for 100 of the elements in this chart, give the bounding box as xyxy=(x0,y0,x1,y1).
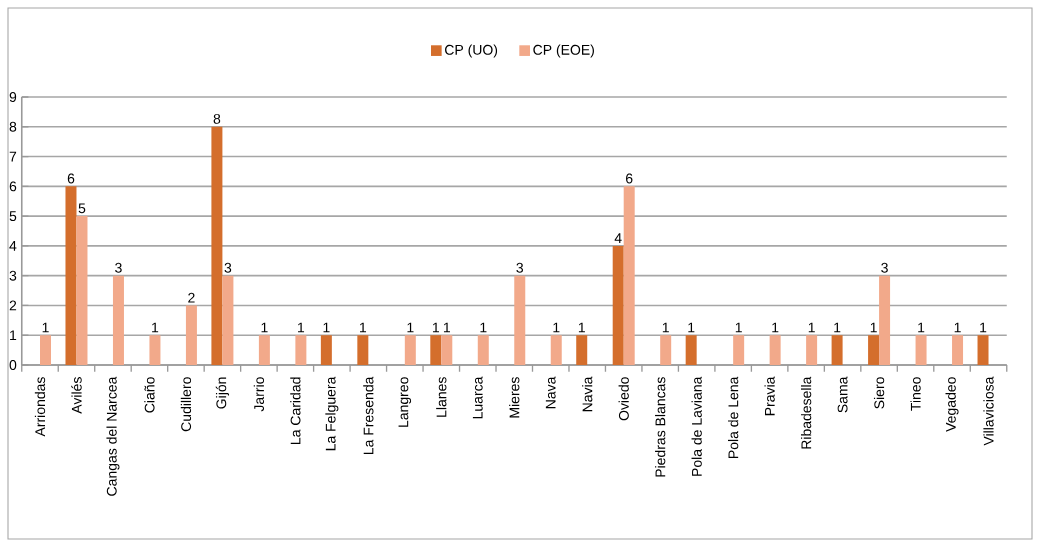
x-tick-label: Villaviciosa xyxy=(983,376,994,446)
bar xyxy=(612,245,624,365)
data-label: 1 xyxy=(480,322,487,333)
bar xyxy=(441,335,453,365)
data-label: 3 xyxy=(224,262,232,273)
bar xyxy=(660,335,672,365)
bar xyxy=(65,186,77,365)
data-label: 3 xyxy=(516,262,524,273)
data-label: 1 xyxy=(298,322,305,333)
data-label: 1 xyxy=(360,322,367,333)
bar xyxy=(769,335,781,365)
x-tick-label: Cudillero xyxy=(180,377,192,432)
bar xyxy=(879,275,891,365)
data-label: 6 xyxy=(626,173,633,184)
x-tick-label: Oviedo xyxy=(618,377,629,421)
bar xyxy=(952,335,964,365)
bar xyxy=(514,275,526,365)
x-tick-label: La Caridad xyxy=(290,377,301,444)
x-tick-label: Pola de Laviana xyxy=(691,376,702,476)
x-tick-label: Navia xyxy=(582,376,593,412)
bar xyxy=(868,335,880,365)
data-label: 6 xyxy=(67,173,75,184)
bar xyxy=(404,335,416,365)
bar xyxy=(40,335,51,365)
x-tick-label: Mieres xyxy=(509,377,520,418)
x-tick-label: Pola de Lena xyxy=(728,376,739,458)
y-tick-label: 9 xyxy=(9,92,17,102)
x-tick-label: Ciaño xyxy=(144,377,155,413)
x-tick-label: Arriondas xyxy=(34,377,46,437)
data-label: 1 xyxy=(870,322,877,333)
y-tick-label: 8 xyxy=(9,121,17,132)
x-tick-label: Nava xyxy=(545,376,556,409)
data-label: 3 xyxy=(881,262,888,273)
x-tick-label: Avilés xyxy=(71,377,82,414)
x-tick-label: Cangas del Narcea xyxy=(106,376,120,496)
data-label: 1 xyxy=(407,322,414,333)
data-label: 1 xyxy=(735,322,742,333)
y-tick-label: 3 xyxy=(9,270,17,281)
x-tick-label: Vegadeo xyxy=(945,377,959,432)
y-tick-label: 2 xyxy=(9,300,17,311)
data-label: 2 xyxy=(188,292,195,303)
bar xyxy=(977,335,989,365)
data-label: 4 xyxy=(614,233,622,243)
data-label: 1 xyxy=(918,322,925,333)
x-tick-label: Jarrio xyxy=(253,377,265,412)
bar xyxy=(831,335,843,365)
x-tick-label: Piedras Blancas xyxy=(655,377,666,477)
bar xyxy=(357,335,369,365)
data-label: 1 xyxy=(261,322,268,333)
bar xyxy=(430,335,442,365)
data-label: 8 xyxy=(213,113,221,124)
bar xyxy=(258,335,270,365)
data-label: 1 xyxy=(688,322,695,333)
x-tick-label: Llanes xyxy=(436,377,447,417)
data-label: 1 xyxy=(432,322,439,333)
bar xyxy=(576,335,588,365)
bar xyxy=(320,335,332,365)
data-label: 1 xyxy=(152,322,159,333)
data-label: 1 xyxy=(42,322,49,333)
bar xyxy=(185,305,197,365)
data-label: 1 xyxy=(553,322,560,333)
data-label: 1 xyxy=(662,322,669,333)
bar xyxy=(550,335,562,365)
data-label: 1 xyxy=(954,322,961,333)
y-tick-label: 5 xyxy=(9,211,17,222)
bar xyxy=(149,335,161,365)
data-label: 1 xyxy=(443,322,450,333)
data-label: 1 xyxy=(578,322,585,333)
bar xyxy=(211,126,223,365)
bar xyxy=(806,335,818,365)
bar xyxy=(623,186,635,365)
y-tick-label: 0 xyxy=(9,360,17,370)
data-label: 5 xyxy=(78,203,86,214)
x-tick-label: La Fresenda xyxy=(363,376,374,455)
bar xyxy=(112,275,124,365)
data-label: 1 xyxy=(834,322,841,333)
legend-label: CP (EOE) xyxy=(533,44,594,58)
y-tick-label: 6 xyxy=(9,181,17,192)
x-tick-label: Sama xyxy=(837,376,848,413)
bar xyxy=(477,335,489,365)
x-tick-label: La Felguera xyxy=(325,376,339,451)
y-tick-label: 7 xyxy=(9,151,17,162)
x-tick-label: Siero xyxy=(873,377,885,409)
bar xyxy=(733,335,745,365)
x-tick-label: Langreo xyxy=(398,377,412,427)
y-tick-label: 4 xyxy=(9,241,17,251)
x-tick-label: Tineo xyxy=(910,377,921,411)
data-label: 1 xyxy=(772,322,779,333)
bar xyxy=(76,216,88,365)
x-tick-label: Gijón xyxy=(215,377,230,409)
data-label: 1 xyxy=(323,322,330,333)
bar xyxy=(222,275,234,365)
data-label: 1 xyxy=(980,322,987,333)
x-tick-label: Ribadesella xyxy=(800,376,812,449)
y-tick-label: 1 xyxy=(10,330,17,341)
x-tick-label: Pravia xyxy=(764,376,775,416)
bar xyxy=(915,335,927,365)
x-tick-label: Luarca xyxy=(472,376,483,419)
data-label: 1 xyxy=(808,322,815,333)
legend-label: CP (UO) xyxy=(445,44,498,58)
